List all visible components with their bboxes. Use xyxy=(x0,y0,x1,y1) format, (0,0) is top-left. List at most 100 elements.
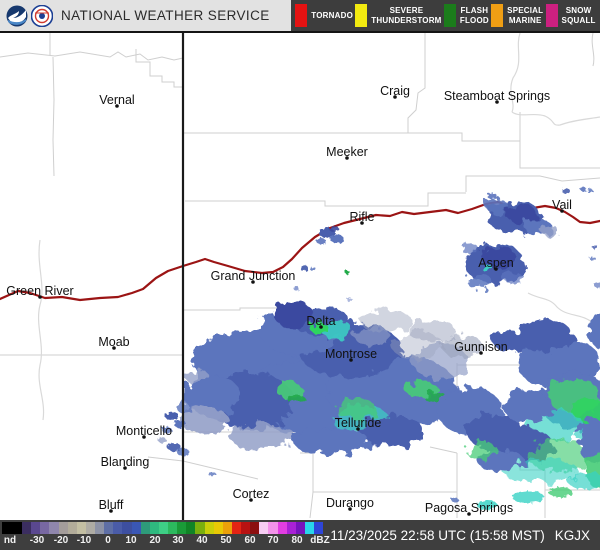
city-dot-aspen xyxy=(494,267,498,271)
statusbar: nd -30 -20 -10 0 10 20 30 40 50 60 70 80 dBZ 11/23/20… xyxy=(0,520,600,550)
county-line xyxy=(465,175,600,192)
colorbar-cell-0 xyxy=(22,522,32,534)
dbz-colorbar xyxy=(2,522,324,534)
alert-label: FLASH FLOOD xyxy=(459,5,489,25)
radar-echo xyxy=(336,398,376,420)
colorbar-tick-70: 70 xyxy=(267,535,279,546)
radar-precipitation-specks xyxy=(158,187,600,510)
nws-banner: NATIONAL WEATHER SERVICE TORNADO SEVERE T… xyxy=(0,0,600,33)
city-label-vail: Vail xyxy=(552,198,572,212)
colorbar-cell-11 xyxy=(122,522,132,534)
colorbar-cell-28 xyxy=(277,522,287,534)
colorbar-cell-3 xyxy=(49,522,59,534)
colorbar-cell-32 xyxy=(314,522,324,534)
colorbar-cell-31 xyxy=(304,522,314,534)
city-dot-vail xyxy=(560,209,564,213)
county-line xyxy=(591,32,595,67)
radar-echo xyxy=(512,491,544,503)
city-label-cortez: Cortez xyxy=(233,487,270,501)
city-label-craig: Craig xyxy=(380,84,410,98)
radar-echo xyxy=(208,472,216,476)
colorbar-tick--20: -20 xyxy=(53,535,69,546)
nws-seal xyxy=(31,4,53,27)
colorbar-tick-dBZ: dBZ xyxy=(310,535,330,546)
city-dot-moab xyxy=(112,346,116,350)
radar-echo xyxy=(287,394,305,404)
radar-echo xyxy=(493,330,529,352)
radar-echo xyxy=(482,264,492,272)
radar-echo xyxy=(293,286,299,290)
radar-echo xyxy=(541,226,559,236)
colorbar-cell-5 xyxy=(67,522,77,534)
colorbar-tick-20: 20 xyxy=(149,535,161,546)
county-line xyxy=(185,192,466,207)
colorbar-cell-4 xyxy=(58,522,68,534)
radar-echo xyxy=(185,376,241,416)
radar-echo xyxy=(229,423,295,449)
colorbar-tick--10: -10 xyxy=(76,535,92,546)
radar-echo xyxy=(590,257,596,261)
city-dot-montrose xyxy=(349,358,353,362)
river-line xyxy=(527,292,600,328)
river-line xyxy=(37,239,45,421)
radar-echo xyxy=(300,265,308,271)
dbz-colorbar-ticks: nd -30 -20 -10 0 10 20 30 40 50 60 70 80 dBZ xyxy=(0,535,340,548)
radar-echo xyxy=(442,334,482,358)
radar-echo xyxy=(477,500,497,510)
alert-label: TORNADO xyxy=(311,10,353,20)
colorbar-cell-8 xyxy=(95,522,105,534)
radar-map-area[interactable]: Vernal Craig Steamboat Springs Meeker Rifle V… xyxy=(0,32,600,521)
colorbar-cell-21 xyxy=(213,522,223,534)
radar-map[interactable]: Vernal Craig Steamboat Springs Meeker Rifle V… xyxy=(0,32,600,521)
radar-echo xyxy=(345,270,349,274)
alerts-legend: TORNADO SEVERE THUNDERSTORM FLASH FLOOD SPE… xyxy=(291,0,600,31)
colorbar-cell-2 xyxy=(40,522,50,534)
radar-echo xyxy=(587,189,593,193)
radar-echo xyxy=(503,390,549,422)
colorbar-tick-30: 30 xyxy=(172,535,184,546)
county-line xyxy=(147,456,259,480)
radar-echo xyxy=(330,235,344,243)
city-label-rifle: Rifle xyxy=(349,210,374,224)
radar-echo xyxy=(562,188,570,194)
city-dot-blanding xyxy=(123,466,127,470)
city-label-durango: Durango xyxy=(326,496,374,510)
river-line xyxy=(510,32,521,113)
city-dot-monticello xyxy=(142,435,146,439)
radar-station-id: KGJX xyxy=(554,527,590,543)
colorbar-cell-10 xyxy=(113,522,123,534)
radar-echo xyxy=(177,402,195,414)
radar-echo xyxy=(321,321,353,339)
colorbar-cell-19 xyxy=(195,522,205,534)
county-line xyxy=(519,112,600,169)
radar-echo xyxy=(184,368,208,384)
colorbar-tick--30: -30 xyxy=(29,535,45,546)
alert-label: SNOW SQUALL xyxy=(561,5,596,25)
city-dot-pagosa-springs xyxy=(467,512,471,516)
alert-legend-item-flash-flood: FLASH FLOOD xyxy=(443,4,489,27)
city-label-gunnison: Gunnison xyxy=(454,340,508,354)
page-title: NATIONAL WEATHER SERVICE xyxy=(61,8,270,23)
radar-echo xyxy=(505,205,537,223)
alert-legend-item-tornado: TORNADO xyxy=(295,4,353,27)
colorbar-cell-9 xyxy=(104,522,114,534)
city-dot-durango xyxy=(348,507,352,511)
city-label-delta: Delta xyxy=(306,314,335,328)
colorbar-cell-14 xyxy=(149,522,159,534)
city-label-green-river: Green River xyxy=(6,284,73,298)
radar-echo xyxy=(487,193,497,199)
radar-echo xyxy=(174,420,186,428)
city-labels: Vernal Craig Steamboat Springs Meeker Rifle V… xyxy=(6,84,572,516)
city-dot-rifle xyxy=(360,221,364,225)
radar-echo xyxy=(316,238,326,244)
colorbar-cell-22 xyxy=(222,522,232,534)
river-line xyxy=(511,111,600,126)
noaa-logo xyxy=(6,5,28,26)
radar-echo xyxy=(273,301,313,327)
city-label-moab: Moab xyxy=(98,335,129,349)
city-label-aspen: Aspen xyxy=(478,256,513,270)
colorbar-cell-24 xyxy=(241,522,251,534)
radar-echo xyxy=(548,487,572,497)
city-label-vernal: Vernal xyxy=(99,93,134,107)
city-dot-telluride xyxy=(356,427,360,431)
